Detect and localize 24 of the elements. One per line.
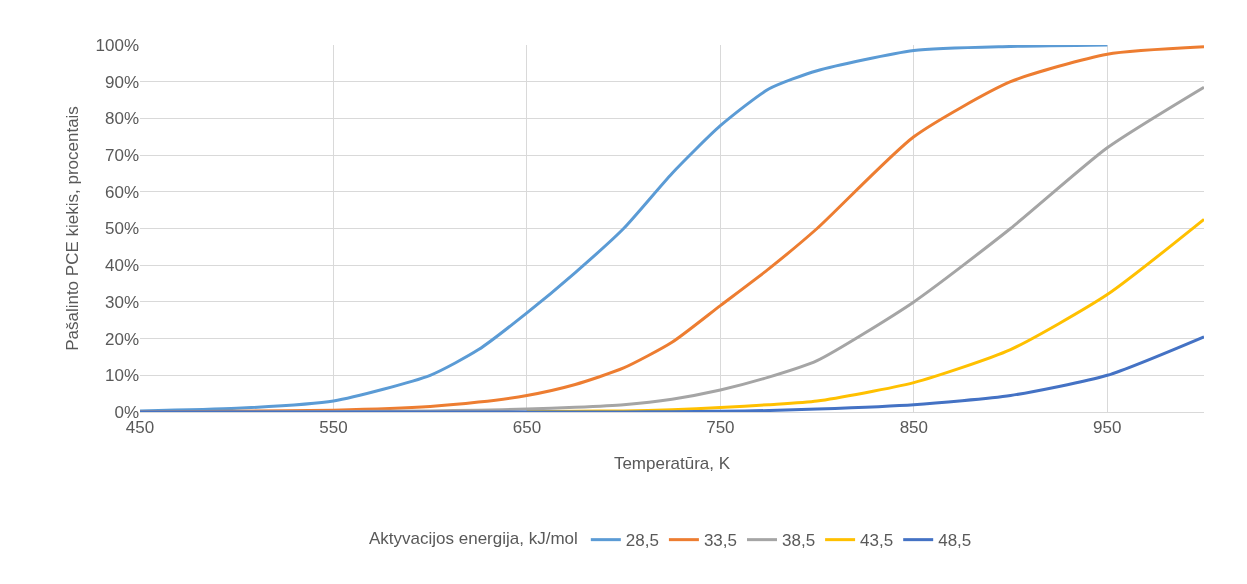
- x-tick-label: 550: [319, 418, 348, 438]
- legend-label: 33,5: [703, 531, 737, 551]
- x-tick-label: 950: [1093, 418, 1122, 438]
- y-axis-title: Pašalinto PCE kiekis, procentais: [63, 106, 83, 351]
- x-tick-label: 850: [899, 418, 929, 438]
- y-tick-label: 30%: [104, 292, 139, 312]
- y-tick-label: 100%: [95, 35, 139, 55]
- x-axis-title: Temperatūra, K: [613, 453, 731, 473]
- legend-title: Aktyvacijos energija, kJ/mol: [369, 529, 578, 549]
- legend-label: 38,5: [782, 531, 816, 551]
- y-tick-label: 70%: [104, 146, 139, 166]
- legend-label: 28,5: [625, 531, 659, 551]
- legend-label: 43,5: [860, 531, 894, 551]
- legend-label: 48,5: [938, 531, 972, 551]
- y-tick-label: 80%: [104, 109, 139, 129]
- y-tick-label: 90%: [104, 72, 139, 92]
- line-series: [140, 335, 1204, 412]
- y-tick-label: 40%: [104, 256, 139, 276]
- y-tick-label: 20%: [104, 329, 139, 349]
- y-tick-label: 60%: [104, 182, 139, 202]
- x-tick-label: 750: [706, 418, 735, 438]
- y-tick-label: 10%: [104, 366, 139, 386]
- x-tick-label: 650: [512, 418, 542, 438]
- y-tick-label: 50%: [104, 219, 139, 239]
